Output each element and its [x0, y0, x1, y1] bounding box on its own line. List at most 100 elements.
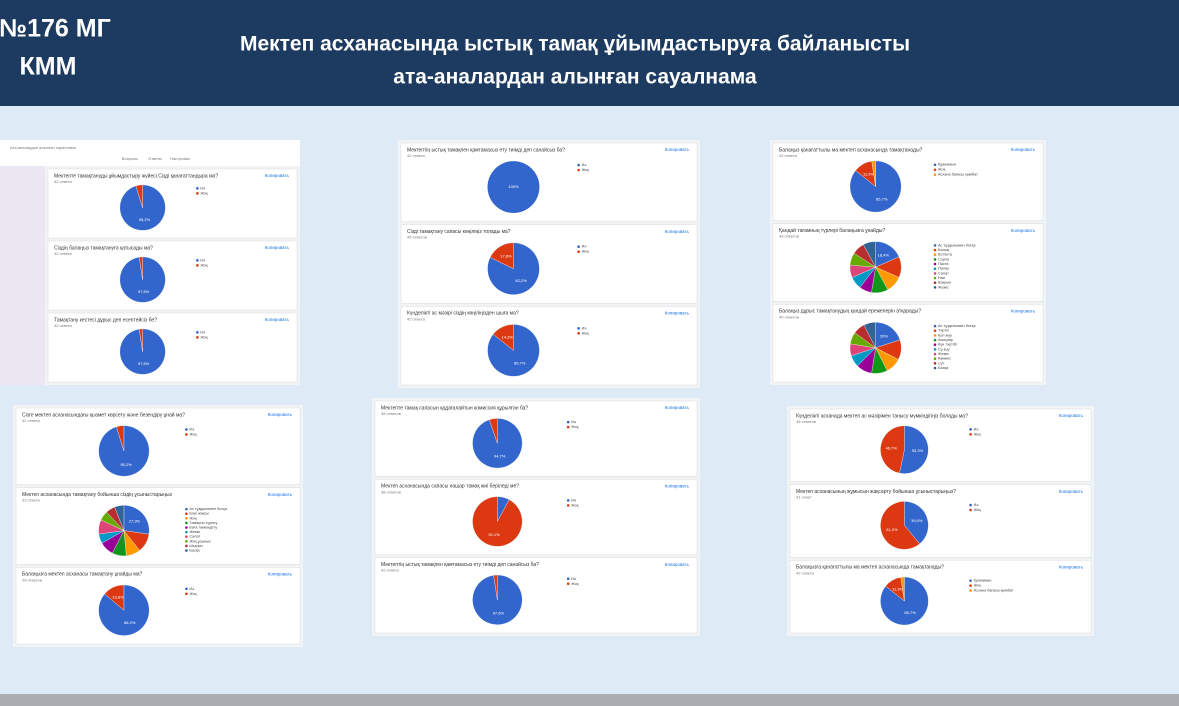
- copy-button[interactable]: Копировать: [1011, 147, 1036, 152]
- form-tab[interactable]: Вопросы: [122, 156, 139, 161]
- copy-button[interactable]: Копировать: [1059, 413, 1084, 418]
- copy-button[interactable]: Копировать: [665, 311, 690, 316]
- legend-swatch: [185, 433, 188, 436]
- response-card: [789, 408, 1092, 482]
- form-tab[interactable]: Настройки: [170, 156, 190, 161]
- legend-swatch: [933, 258, 937, 261]
- slice-label: 95,2%: [120, 462, 132, 467]
- slice-label: 100%: [508, 184, 519, 189]
- question: Күнделікті ас мәзірі сіздің көңіліңізден…: [407, 311, 519, 317]
- legend-label: Ас тұздығымен ботқа: [938, 324, 976, 328]
- legend-swatch: [933, 338, 937, 342]
- copy-button[interactable]: Копировать: [1059, 489, 1084, 494]
- legend-swatch: [185, 521, 188, 525]
- legend-label: Жоқ: [189, 592, 197, 596]
- legend-swatch: [933, 272, 937, 275]
- legend-label: Салат: [189, 535, 200, 539]
- response-count: 42 ответа: [779, 153, 797, 158]
- school-line: КММ: [20, 53, 77, 81]
- response-card: [374, 400, 698, 477]
- form-tab[interactable]: Ответы: [148, 156, 162, 161]
- response-count: 29 ответов: [22, 577, 42, 582]
- legend-swatch: [566, 420, 570, 424]
- copy-button[interactable]: Копировать: [665, 562, 690, 567]
- response-count: 45 ответов: [407, 235, 427, 240]
- legend-swatch: [969, 508, 972, 512]
- copy-button[interactable]: Копировать: [265, 245, 290, 250]
- legend-swatch: [196, 259, 199, 262]
- pie-slice: [863, 322, 876, 348]
- legend-label: Иә: [571, 577, 576, 581]
- legend-label: Нан: [938, 276, 945, 280]
- question: Мектептің ыстық тамақпен қамтамасыз ету …: [381, 561, 539, 568]
- legend-swatch: [933, 253, 937, 257]
- question: Тамақтану кестесі дұрыс деп есептейсіз б…: [54, 316, 157, 323]
- legend-label: Көкөніс: [938, 357, 951, 361]
- legend-label: Паста: [938, 262, 949, 266]
- response-count: 42 ответа: [407, 153, 425, 158]
- response-count: 33 ответа: [22, 498, 40, 503]
- legend-swatch: [196, 264, 199, 267]
- legend-label: Иә: [189, 587, 194, 591]
- legend-label: Иә: [582, 245, 587, 249]
- legend-swatch: [577, 163, 580, 167]
- response-card: [772, 304, 1044, 383]
- legend-swatch: [933, 362, 937, 365]
- response-card: [47, 168, 298, 239]
- question: Балаңыз дұрыс тамақтанудың қандай ережел…: [779, 308, 921, 315]
- legend-label: Асықпау: [938, 338, 953, 342]
- copy-button[interactable]: Копировать: [1011, 228, 1036, 233]
- copy-button[interactable]: Копировать: [1011, 309, 1036, 314]
- copy-button[interactable]: Копировать: [665, 484, 690, 489]
- legend-label: Иә: [582, 326, 587, 330]
- slice-label: 11,9%: [863, 171, 874, 176]
- question: Сіздің балаңыз тамақтануға қатысады ма?: [54, 245, 153, 251]
- question: Мектепте тамақтануды ұйымдастыру жүйесі …: [54, 172, 218, 179]
- legend-label: Жоқ: [200, 263, 208, 267]
- legend-label: Тамақты түрлеу: [189, 521, 217, 525]
- question: Күнделікті асханада мектеп ас мәзірімен …: [796, 413, 968, 419]
- legend-label: Қол жуу: [938, 333, 952, 337]
- pie-slice: [139, 256, 143, 280]
- legend-label: Жоқ: [938, 168, 946, 172]
- response-count: 42 ответа: [407, 316, 425, 321]
- copy-button[interactable]: Копировать: [268, 492, 293, 497]
- legend-label: Ас тұздығымен ботқа: [938, 243, 976, 247]
- copy-button[interactable]: Копировать: [665, 147, 690, 152]
- question: Балаңыз қанағаттылы ма мектеп асханасынд…: [779, 147, 923, 153]
- response-count: 42 ответа: [381, 568, 399, 573]
- response-card: [47, 312, 298, 383]
- copy-button[interactable]: Копировать: [268, 412, 293, 417]
- pie-slice: [880, 501, 920, 550]
- legend-label: Асхана бағасы қымбат: [974, 589, 1014, 593]
- legend-swatch: [933, 168, 937, 172]
- legend-label: Күн тәртібі: [938, 343, 957, 347]
- pie-slice: [904, 501, 929, 545]
- legend-swatch: [185, 512, 188, 516]
- legend-swatch: [185, 535, 188, 539]
- legend-label: Ас тұздығымен ботқа: [189, 507, 227, 511]
- copy-button[interactable]: Копировать: [265, 317, 290, 322]
- slice-label: 85,7%: [904, 610, 916, 615]
- copy-button[interactable]: Копировать: [265, 173, 290, 178]
- response-card: [789, 484, 1092, 558]
- footer-band: [0, 694, 1179, 706]
- copy-button[interactable]: Копировать: [665, 229, 690, 234]
- legend-swatch: [933, 163, 937, 167]
- legend-swatch: [566, 504, 570, 507]
- slice-label: 17,8%: [500, 254, 512, 259]
- legend-swatch: [566, 499, 570, 502]
- copy-button[interactable]: Копировать: [1059, 565, 1084, 570]
- slice-label: 92,1%: [488, 532, 500, 537]
- legend-label: Қуанамын: [938, 163, 956, 167]
- copy-button[interactable]: Копировать: [665, 405, 690, 410]
- response-card: [47, 240, 298, 311]
- legend-label: Асхана бағасы қымбат: [938, 173, 978, 177]
- slice-label: 46,7%: [886, 445, 898, 450]
- slice-label: 20%: [880, 333, 888, 338]
- pie-slice: [871, 160, 876, 187]
- slice-label: 85,7%: [876, 196, 888, 201]
- copy-button[interactable]: Копировать: [268, 572, 293, 577]
- legend-swatch: [577, 327, 580, 330]
- slice-label: 53,3%: [912, 448, 924, 453]
